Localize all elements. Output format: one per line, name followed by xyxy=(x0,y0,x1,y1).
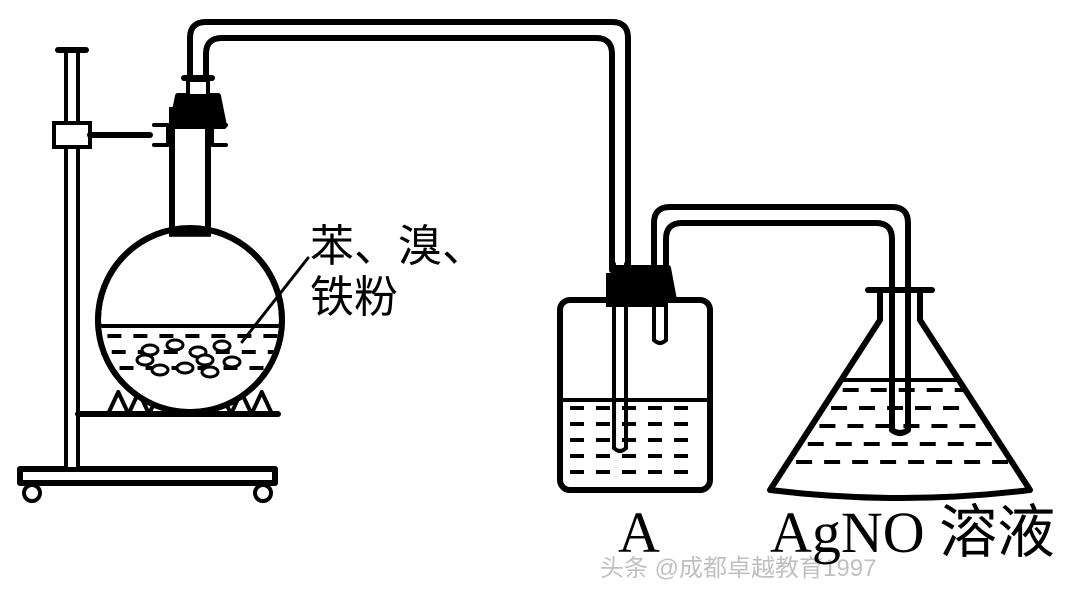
flask-contents-label: 苯、溴、 铁粉 xyxy=(310,222,486,323)
flask-label-line2: 铁粉 xyxy=(310,273,398,322)
flask-label-line1: 苯、溴、 xyxy=(310,222,486,271)
watermark-text: 头条 @成都卓越教育1997 xyxy=(600,548,876,583)
agno3-suffix: 溶液 xyxy=(925,500,1056,565)
watermark-span: 头条 @成都卓越教育1997 xyxy=(600,555,876,582)
